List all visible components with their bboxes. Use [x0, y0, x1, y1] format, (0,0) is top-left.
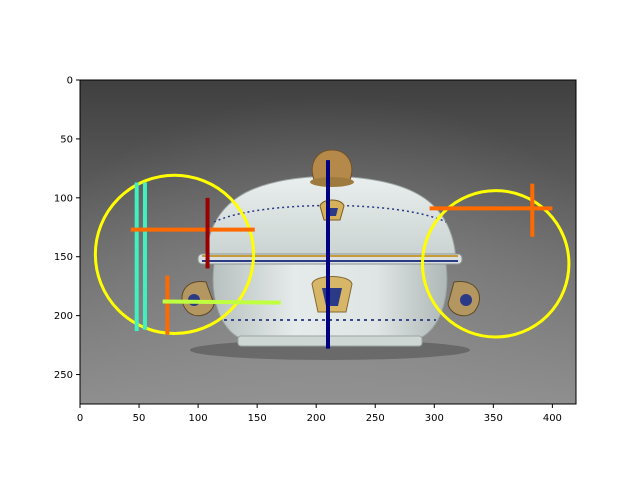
annotation-segment	[162, 299, 281, 305]
x-tick-label: 400	[543, 413, 562, 424]
y-tick-label: 200	[54, 311, 73, 322]
x-tick-label: 50	[133, 413, 146, 424]
x-tick-label: 200	[307, 413, 326, 424]
annotation-circle	[93, 173, 256, 335]
x-tick-label: 250	[366, 413, 385, 424]
y-tick-label: 0	[67, 76, 73, 87]
annotation-circle	[420, 189, 571, 339]
y-tick-label: 150	[54, 252, 73, 263]
x-tick-label: 350	[484, 413, 503, 424]
annotation-overlay	[93, 160, 571, 349]
x-tick-label: 300	[425, 413, 444, 424]
x-axis: 0 50 100 150 200 250 300 350 400	[77, 404, 562, 424]
y-tick-label: 50	[60, 134, 73, 145]
plot-frame	[79, 79, 577, 405]
x-tick-label: 100	[189, 413, 208, 424]
x-tick-label: 0	[77, 413, 83, 424]
y-axis: 0 50 100 150 200 250	[54, 76, 80, 381]
y-tick-label: 100	[54, 193, 73, 204]
y-tick-label: 250	[54, 370, 73, 381]
x-tick-label: 150	[248, 413, 267, 424]
